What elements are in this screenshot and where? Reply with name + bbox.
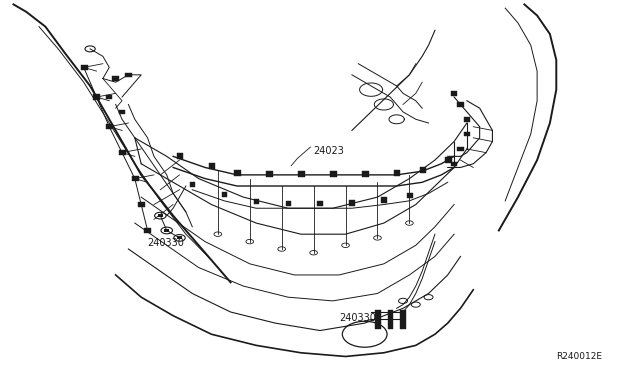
- Circle shape: [278, 247, 285, 251]
- Text: 240330: 240330: [339, 312, 376, 323]
- Circle shape: [214, 232, 221, 236]
- Bar: [221, 192, 227, 197]
- Bar: [464, 132, 470, 137]
- Bar: [458, 102, 464, 107]
- Circle shape: [424, 295, 433, 300]
- Bar: [158, 214, 163, 217]
- Text: R240012E: R240012E: [556, 352, 602, 361]
- Bar: [317, 201, 323, 206]
- Bar: [177, 236, 182, 239]
- Bar: [113, 76, 119, 81]
- Bar: [349, 201, 355, 206]
- Bar: [445, 157, 452, 163]
- Bar: [119, 150, 126, 155]
- Bar: [407, 193, 413, 198]
- Bar: [401, 310, 406, 329]
- Bar: [375, 310, 381, 329]
- Bar: [458, 147, 464, 151]
- Circle shape: [246, 239, 253, 244]
- Circle shape: [342, 243, 349, 247]
- Bar: [451, 91, 458, 96]
- Bar: [388, 310, 394, 329]
- Bar: [451, 161, 458, 166]
- Bar: [145, 228, 152, 233]
- Bar: [106, 124, 113, 129]
- Text: 24023: 24023: [314, 146, 344, 156]
- Bar: [138, 202, 145, 207]
- Bar: [253, 199, 259, 204]
- Bar: [209, 163, 215, 169]
- Circle shape: [399, 298, 408, 304]
- Circle shape: [374, 235, 381, 240]
- Bar: [285, 201, 291, 206]
- Bar: [125, 73, 132, 77]
- Bar: [106, 95, 113, 99]
- Bar: [234, 170, 241, 176]
- Bar: [132, 176, 139, 181]
- Bar: [298, 171, 305, 177]
- Circle shape: [310, 250, 317, 255]
- Bar: [81, 65, 88, 70]
- Circle shape: [406, 221, 413, 225]
- Bar: [362, 171, 369, 177]
- Bar: [420, 167, 426, 173]
- Bar: [266, 171, 273, 177]
- Bar: [464, 117, 470, 122]
- Bar: [189, 182, 195, 187]
- Bar: [164, 229, 170, 232]
- Bar: [93, 94, 100, 100]
- Bar: [330, 171, 337, 177]
- Bar: [119, 110, 125, 114]
- Text: 240330: 240330: [148, 238, 184, 248]
- Circle shape: [412, 302, 420, 307]
- Bar: [177, 153, 183, 159]
- Bar: [381, 198, 387, 203]
- Bar: [394, 170, 401, 176]
